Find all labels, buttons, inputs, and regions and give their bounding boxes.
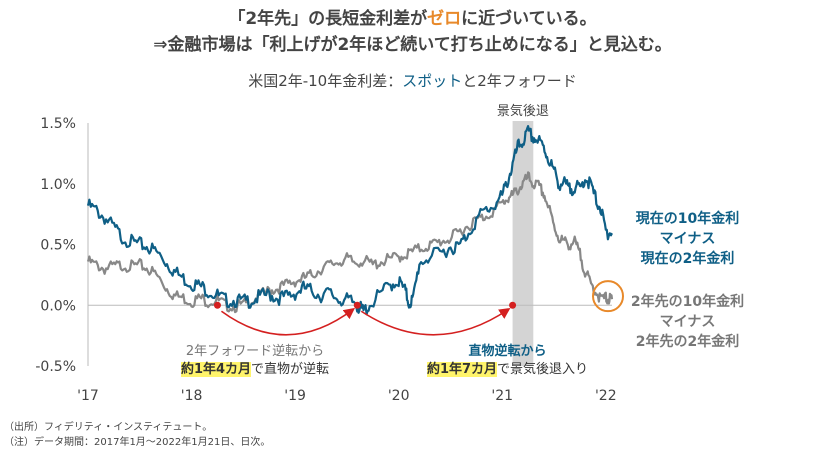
- y-tick-label: 0.5%: [40, 238, 76, 254]
- recession-label: 景気後退: [497, 103, 549, 119]
- right-annotation-highlight: 約1年7カ月: [426, 362, 498, 377]
- x-tick-label: '22: [595, 388, 617, 404]
- forward-endpoint-circle: [592, 280, 624, 313]
- recession-band: [512, 121, 534, 366]
- x-tick-label: '18: [181, 388, 203, 404]
- y-tick-label: 1.5%: [40, 116, 76, 132]
- y-tick-label: 0.0%: [40, 298, 76, 314]
- x-tick-label: '21: [491, 388, 513, 404]
- source-note: （出所）フィデリティ・インスティテュート。: [4, 422, 213, 433]
- period-note: （注）データ期間：2017年1月～2022年1月21日、日次。: [4, 437, 271, 448]
- footnotes: （出所）フィデリティ・インスティテュート。 （注）データ期間：2017年1月～2…: [4, 420, 270, 450]
- chart-title-emphasis: スポット: [402, 72, 463, 90]
- headline-line-1: 「2年先」の長短金利差がゼロに近づいている。: [228, 9, 597, 29]
- spot-series-line: [86, 125, 613, 316]
- annotation-dot: [213, 301, 221, 309]
- annotation-arrow: [360, 307, 511, 336]
- spot-series-label: 現在の10年金利 マイナス 現在の2年金利: [635, 211, 740, 267]
- left-annotation: 2年フォワード逆転から 約1年4カ月で直物が逆転: [180, 344, 330, 377]
- right-annotation: 直物逆転から 約1年7カ月で景気後退入り: [426, 344, 589, 377]
- y-tick-label: -0.5%: [35, 359, 76, 375]
- x-tick-label: '19: [284, 388, 306, 404]
- y-tick-label: 1.0%: [40, 177, 76, 193]
- x-tick-label: '20: [388, 388, 410, 404]
- annotation-dot: [353, 301, 361, 309]
- left-annotation-highlight: 約1年4カ月: [180, 362, 252, 377]
- forward-series-label: 2年先の10年金利 マイナス 2年先の2年金利: [630, 294, 745, 350]
- annotation-arrow: [220, 307, 356, 336]
- annotation-dot: [509, 301, 517, 309]
- x-tick-label: '17: [77, 388, 99, 404]
- chart-title: 米国2年-10年金利差：スポットと2年フォワード: [248, 72, 577, 90]
- headline-emphasis: ゼロ: [427, 9, 462, 29]
- forward-series-line: [86, 171, 614, 314]
- headline-line-2: ⇒金融市場は「利上げが2年ほど続いて打ち止めになる」と見込む。: [153, 35, 672, 55]
